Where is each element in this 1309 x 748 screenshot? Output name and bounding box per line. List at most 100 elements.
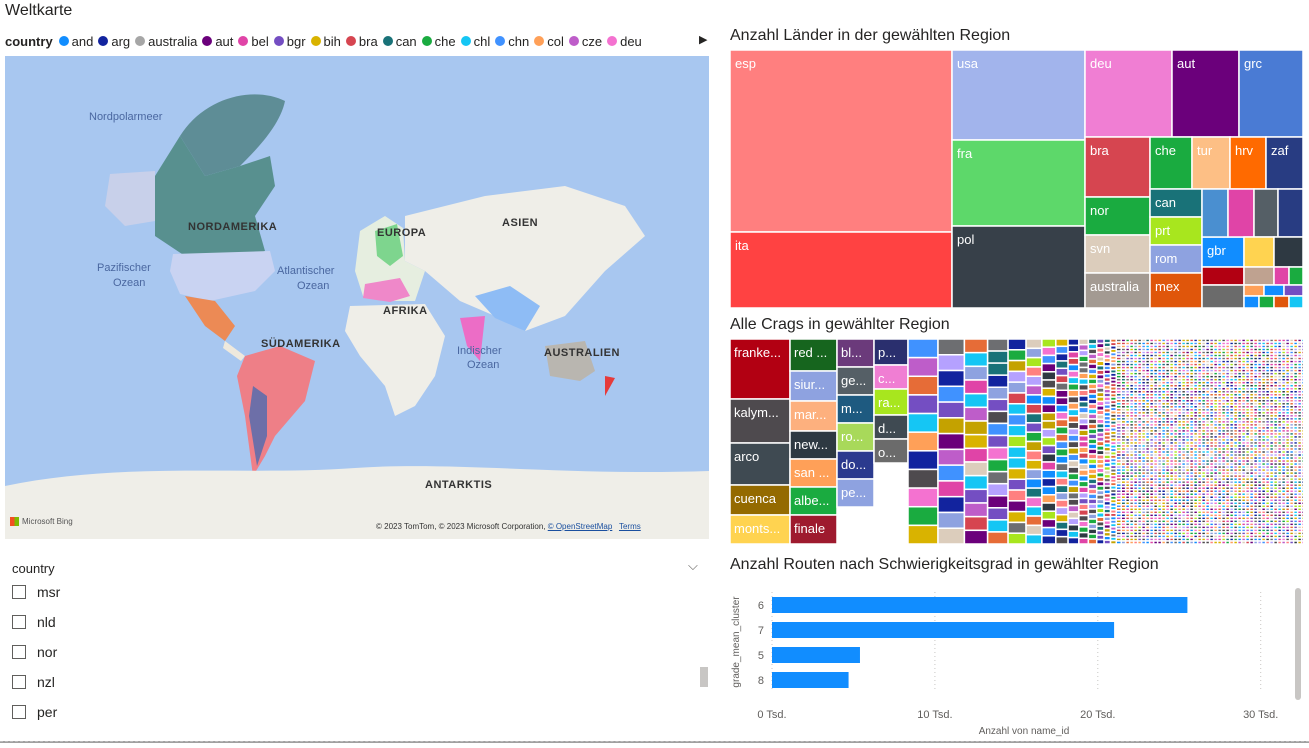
crag-small-tile[interactable]	[1055, 528, 1069, 538]
crag-small-tile[interactable]	[963, 406, 989, 422]
crag-small-tile[interactable]	[1300, 467, 1303, 473]
crag-small-tile[interactable]	[1067, 504, 1080, 513]
crag-small-tile[interactable]	[1300, 476, 1303, 482]
crag-small-tile[interactable]	[1300, 359, 1303, 364]
treemap-small-tile[interactable]	[1243, 266, 1275, 286]
crag-small-tile[interactable]	[1041, 387, 1057, 398]
legend-item-australia[interactable]: australia	[135, 34, 197, 49]
crag-small-tile[interactable]	[1300, 339, 1303, 343]
crag-small-tile[interactable]	[1041, 518, 1057, 529]
treemap-tile-usa[interactable]	[951, 50, 1086, 141]
crag-small-tile[interactable]	[963, 447, 989, 463]
crag-small-tile[interactable]	[937, 369, 966, 388]
crag-small-tile[interactable]	[1078, 366, 1090, 374]
crag-small-tile[interactable]	[1007, 446, 1027, 459]
crag-small-tile[interactable]	[1078, 486, 1090, 494]
crag-small-tile[interactable]	[1078, 457, 1090, 466]
crag-small-tile[interactable]	[1300, 488, 1303, 494]
crag-small-tile[interactable]	[1055, 360, 1069, 370]
slicer-scrollbar[interactable]	[700, 667, 708, 687]
crag-tile[interactable]	[836, 339, 875, 368]
crag-small-tile[interactable]	[1067, 536, 1080, 544]
crag-small-tile[interactable]	[1300, 437, 1303, 443]
crag-small-tile[interactable]	[1025, 515, 1043, 527]
treemap-small-tile[interactable]	[1201, 188, 1229, 238]
treemap-small-tile[interactable]	[1273, 266, 1290, 286]
crag-small-tile[interactable]	[1025, 375, 1043, 387]
crag-small-tile[interactable]	[1007, 456, 1027, 470]
crag-small-tile[interactable]	[1025, 431, 1043, 443]
crag-small-tile[interactable]	[1300, 507, 1303, 512]
crag-tile[interactable]	[789, 370, 838, 402]
crag-small-tile[interactable]	[907, 450, 939, 471]
crag-small-tile[interactable]	[1078, 469, 1090, 477]
crag-small-tile[interactable]	[1055, 345, 1069, 355]
crag-small-tile[interactable]	[1007, 392, 1027, 405]
treemap-tile-esp[interactable]	[730, 50, 953, 233]
treemap-tile-bra[interactable]	[1084, 136, 1151, 198]
crag-small-tile[interactable]	[1067, 524, 1080, 532]
crag-small-tile[interactable]	[1078, 514, 1090, 522]
crag-tile[interactable]	[836, 478, 875, 508]
crag-small-tile[interactable]	[1078, 452, 1090, 460]
legend-item-deu[interactable]: deu	[607, 34, 642, 49]
crag-small-tile[interactable]	[1300, 498, 1303, 503]
treemap-tile-fra[interactable]	[951, 139, 1086, 227]
treemap-tile-deu[interactable]	[1084, 50, 1173, 138]
crag-small-tile[interactable]	[1067, 415, 1080, 424]
crag-small-tile[interactable]	[1067, 383, 1080, 391]
crag-small-tile[interactable]	[1300, 344, 1303, 349]
crag-small-tile[interactable]	[1067, 395, 1080, 404]
crag-small-tile[interactable]	[937, 527, 966, 544]
crag-small-tile[interactable]	[986, 519, 1009, 533]
treemap-small-tile[interactable]	[1273, 236, 1303, 268]
crag-small-tile[interactable]	[1300, 347, 1303, 352]
crag-small-tile[interactable]	[963, 379, 989, 395]
crag-small-tile[interactable]	[1067, 351, 1080, 359]
bar-5[interactable]	[772, 647, 860, 663]
crag-tile[interactable]	[873, 414, 909, 440]
crag-small-tile[interactable]	[986, 398, 1009, 413]
treemap-small-tile[interactable]	[1243, 284, 1265, 297]
crag-small-tile[interactable]	[1103, 539, 1112, 544]
crag-small-tile[interactable]	[1041, 444, 1057, 455]
crag-small-tile[interactable]	[1300, 443, 1303, 449]
crag-small-tile[interactable]	[986, 470, 1009, 485]
legend-item-can[interactable]: can	[382, 34, 417, 49]
legend-item-arg[interactable]: arg	[98, 34, 130, 49]
treemap-small-tile[interactable]	[1288, 266, 1303, 286]
crag-small-tile[interactable]	[1078, 537, 1090, 544]
crag-small-tile[interactable]	[1055, 521, 1069, 531]
bar-8[interactable]	[772, 672, 849, 688]
treemap-small-tile[interactable]	[1201, 266, 1245, 286]
crag-small-tile[interactable]	[937, 417, 966, 435]
crag-small-tile[interactable]	[1300, 356, 1303, 361]
crag-small-tile[interactable]	[1067, 408, 1080, 417]
chevron-down-icon[interactable]: ⌵	[688, 558, 698, 573]
crag-small-tile[interactable]	[1067, 511, 1080, 520]
crag-small-tile[interactable]	[1300, 341, 1303, 346]
world-map[interactable]: Nordpolarmeer NORDAMERIKA EUROPA ASIEN P…	[5, 56, 709, 539]
crag-small-tile[interactable]	[1055, 440, 1069, 450]
crag-small-tile[interactable]	[1078, 446, 1090, 454]
crag-small-tile[interactable]	[1300, 540, 1303, 544]
crag-small-tile[interactable]	[1078, 395, 1090, 403]
treemap-small-tile[interactable]	[1227, 188, 1255, 238]
legend-item-bgr[interactable]: bgr	[273, 34, 306, 49]
crag-tile[interactable]	[873, 364, 909, 390]
slicer-item-nor[interactable]: nor	[12, 641, 57, 663]
crag-small-tile[interactable]	[1055, 404, 1069, 413]
crag-small-tile[interactable]	[937, 511, 966, 529]
crag-small-tile[interactable]	[1055, 499, 1069, 509]
crag-tile[interactable]	[789, 400, 838, 432]
crag-small-tile[interactable]	[907, 412, 939, 433]
crag-tile[interactable]	[789, 458, 838, 488]
crag-small-tile[interactable]	[1300, 410, 1303, 416]
crag-small-tile[interactable]	[937, 448, 966, 466]
crag-small-tile[interactable]	[1300, 392, 1303, 398]
bar-7[interactable]	[772, 622, 1115, 638]
crag-small-tile[interactable]	[1055, 433, 1069, 443]
crag-small-tile[interactable]	[1041, 428, 1057, 439]
treemap-small-tile[interactable]	[1288, 295, 1303, 308]
crag-small-tile[interactable]	[1078, 406, 1090, 414]
